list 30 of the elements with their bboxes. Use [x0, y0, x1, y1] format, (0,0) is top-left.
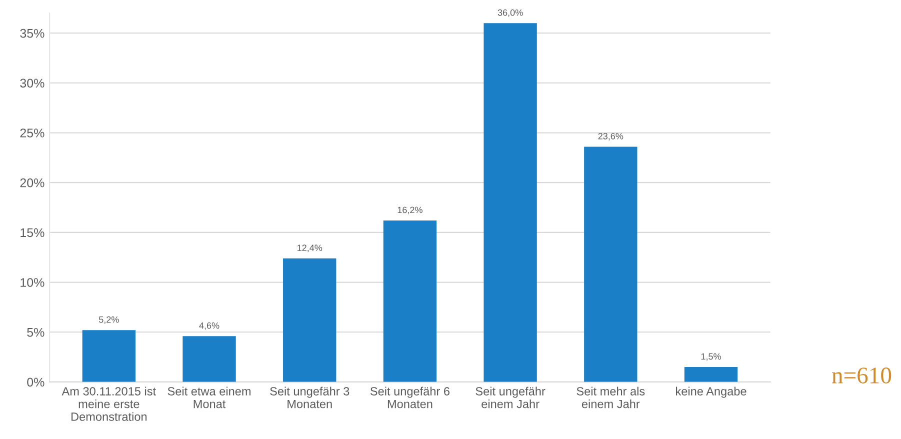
x-tick-label: Seit mehr als einem Jahr: [576, 386, 645, 408]
bar: [182, 336, 236, 382]
data-label: 36,0%: [498, 9, 523, 17]
data-label: 5,2%: [98, 316, 119, 324]
y-tick-label: 0%: [27, 378, 44, 387]
y-tick-label: 20%: [20, 178, 44, 188]
data-label: 4,6%: [199, 322, 220, 330]
x-tick-label: Seit etwa einem Monat: [168, 386, 250, 408]
x-tick-label: Seit ungefähr 6 Monaten: [370, 386, 450, 408]
y-tick-label: 25%: [20, 128, 44, 138]
data-label: 12,4%: [297, 244, 322, 252]
y-tick-label: 30%: [20, 78, 44, 88]
y-tick-label: 15%: [20, 228, 44, 238]
x-tick-label: Seit ungefähr einem Jahr: [476, 386, 546, 408]
bar: [283, 258, 336, 382]
data-label: 1,5%: [701, 353, 721, 361]
bar: [684, 366, 738, 382]
y-tick-label: 5%: [27, 328, 44, 337]
x-tick-label: Seit ungefähr 3 Monaten: [270, 386, 350, 408]
bar: [82, 330, 136, 382]
text: n=610: [832, 368, 892, 384]
y-tick-label: 35%: [20, 28, 44, 38]
data-label: 16,2%: [398, 206, 422, 214]
bar: [383, 220, 437, 382]
y-tick-label: 10%: [20, 278, 44, 287]
data-label: 23,6%: [598, 132, 624, 140]
x-tick-label: keine Angabe: [676, 386, 746, 398]
bar: [484, 23, 537, 382]
x-tick-label: Am 30.11.2015 ist meine erste Demonstration: [62, 386, 156, 421]
bar: [584, 146, 638, 382]
